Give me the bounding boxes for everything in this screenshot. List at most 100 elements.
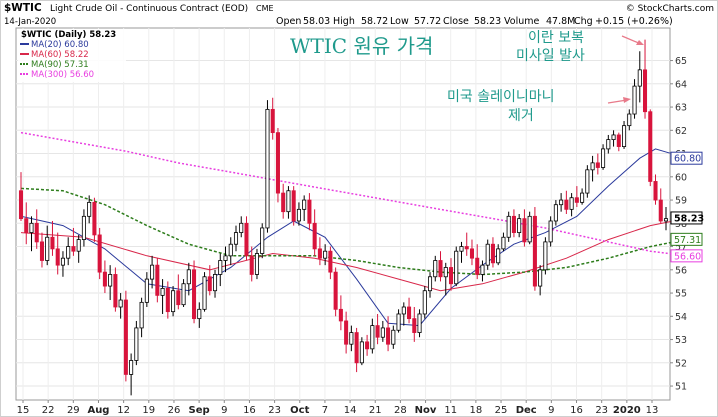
candle [333, 267, 338, 317]
candle [412, 307, 417, 342]
price-tag: 57.31 [670, 232, 703, 246]
x-tick-label: 18 [470, 405, 483, 416]
candle-body [317, 248, 322, 259]
x-tick-label: Nov [415, 405, 437, 416]
date-label: 14-Jan-2020 [4, 17, 56, 27]
annotation-event2-line2: 제거 [508, 108, 534, 124]
candle [71, 227, 76, 256]
legend-item-ma300: MA(300) 56.60 [20, 70, 94, 80]
y-tick-label: 63 [675, 103, 687, 114]
source-label: © StockCharts.com [626, 4, 714, 14]
price-tag-label: 60.80 [674, 154, 701, 165]
high-value: 58.72 [361, 16, 388, 27]
volume-label: Volume [504, 16, 539, 27]
candle-body [464, 246, 469, 250]
x-tick-label: 12 [117, 405, 130, 416]
candles [18, 39, 669, 396]
candle [254, 248, 260, 280]
candle-body [81, 215, 86, 240]
price-tag-label: 57.31 [674, 235, 701, 246]
candle-body [233, 232, 239, 245]
change-label: Chg [574, 16, 593, 27]
candle-body [118, 299, 123, 308]
candle [564, 190, 569, 214]
symbol-label: $WTIC [4, 2, 42, 14]
candle-body [469, 248, 475, 259]
candle [454, 246, 459, 287]
annotation-event2-line1: 미국 솔레이니마니 [447, 89, 555, 105]
candle-body [349, 332, 354, 345]
candle-body [616, 134, 621, 147]
candle-body [270, 108, 275, 134]
candle [18, 172, 24, 221]
x-tick-label: 16 [243, 405, 256, 416]
candle [60, 251, 65, 277]
candle-body [606, 139, 611, 150]
candle-body [218, 260, 223, 275]
y-tick-label: 59 [675, 196, 687, 207]
legend-ma20-label: MA(20) 60.80 [31, 40, 89, 50]
candle-body [249, 255, 254, 275]
candle [490, 237, 495, 268]
y-tick-label: 56 [675, 265, 687, 276]
candle-body [186, 269, 191, 285]
candle [45, 225, 50, 266]
candle [286, 186, 291, 219]
candle [302, 195, 307, 221]
candle-body [496, 248, 501, 264]
instrument-name: Light Crude Oil - Continuous Contract (E… [50, 4, 248, 14]
candle-body [281, 192, 286, 213]
candle [658, 188, 663, 224]
candle [517, 214, 522, 238]
y-tick-label: 52 [675, 358, 687, 369]
candle [590, 155, 595, 182]
candle-body [365, 341, 370, 350]
candle-body [632, 85, 637, 115]
x-tick-label: 11 [444, 405, 457, 416]
candle-body [202, 276, 207, 310]
candle-body [407, 306, 412, 320]
candle-body [559, 199, 564, 206]
low-value: 57.72 [414, 16, 441, 27]
candle [407, 297, 412, 324]
candle [192, 260, 197, 324]
exchange-label: CME [256, 4, 274, 13]
x-tick-label: 13 [646, 405, 659, 416]
candle-body [171, 290, 176, 313]
candle [281, 183, 286, 219]
y-tick-label: 65 [675, 56, 687, 67]
ma-line-ma60 [20, 217, 688, 292]
candle [386, 316, 391, 352]
candle [129, 353, 134, 396]
candle [228, 237, 233, 266]
candle-body [454, 250, 459, 285]
y-tick-label: 64 [675, 79, 687, 90]
candle [317, 237, 322, 266]
candle-body [97, 234, 102, 273]
candle-body [359, 341, 364, 364]
candle-body [113, 274, 118, 308]
candle-body [92, 201, 97, 236]
candle [50, 220, 55, 256]
candle [118, 293, 123, 319]
candle [260, 223, 265, 259]
candle [97, 227, 102, 280]
price-tag-label: 56.60 [674, 251, 701, 262]
price-tags: 60.80 58.23 57.31 56.60 [670, 151, 704, 263]
candle-body [433, 260, 438, 278]
candle [569, 193, 574, 217]
candle-body [527, 215, 532, 243]
candle [338, 295, 343, 331]
candle [606, 134, 611, 154]
candle [438, 251, 443, 282]
annotation-arrows [607, 35, 644, 104]
candle [270, 97, 275, 140]
candle [653, 174, 658, 205]
candle-body [39, 241, 45, 261]
candle [532, 207, 537, 291]
candle [212, 269, 218, 298]
price-tag: 58.23 [670, 211, 704, 225]
candle-body [192, 269, 197, 320]
candle [527, 211, 532, 245]
candle-body [275, 132, 280, 194]
